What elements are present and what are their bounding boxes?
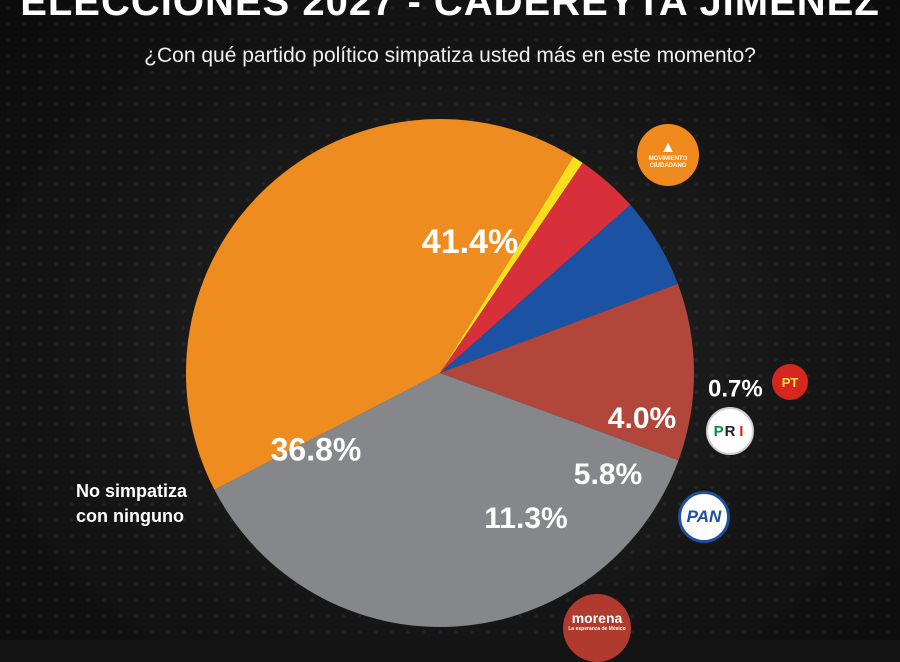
annotation-no-simpatiza-line1: No simpatiza: [76, 481, 188, 501]
data-label-pt: 0.7%: [708, 375, 763, 402]
pie-slice-morena: [440, 283, 694, 461]
eagle-icon: ▲: [660, 139, 676, 156]
pie-slice-movimiento-ciudadano: [186, 119, 574, 490]
data-label-pan: 5.8%: [574, 458, 642, 491]
pt-logo-text: PT: [781, 374, 799, 390]
movimiento-ciudadano-logo: ▲ MOVIMIENTO CIUDADANO: [637, 124, 699, 186]
pri-logo-stripes: P R I: [713, 420, 747, 442]
data-label-pri: 4.0%: [608, 402, 676, 435]
pri-letter-r: R: [724, 422, 736, 440]
pri-letter-p: P: [713, 422, 724, 440]
morena-logo-text: morena: [571, 609, 623, 626]
pan-logo: PAN: [678, 491, 730, 543]
pt-logo: PT: [772, 364, 808, 400]
pie-slice-pri: [440, 162, 631, 373]
pie-slice-no-simpatiza-con-ninguno: [214, 373, 679, 627]
pan-logo-text: PAN: [686, 507, 722, 526]
pie-slice-pt: [440, 156, 583, 373]
morena-logo: morena La esperanza de México: [563, 594, 631, 662]
pri-letter-i: I: [739, 422, 744, 440]
chart-subtitle: ¿Con qué partido político simpatiza uste…: [144, 44, 756, 67]
pie-slice-pan: [440, 204, 678, 373]
chart-title: ELECCIONES 2027 - CADEREYTA JIMENEZ: [20, 0, 880, 24]
annotation-no-simpatiza-line2: con ninguno: [76, 506, 184, 526]
mc-logo-text: MOVIMIENTO CIUDADANO: [648, 156, 688, 169]
pri-logo: P R I: [706, 407, 754, 455]
data-label-morena: 11.3%: [484, 502, 567, 535]
data-label-movimiento-ciudadano: 41.4%: [422, 223, 518, 261]
pie-chart: 41.4% 0.7% 4.0% 5.8%11.3% 36.8% No simpatiza…: [76, 119, 763, 627]
data-label-no-simpatiza-con-ninguno: 36.8%: [271, 431, 362, 467]
morena-logo-tagline: La esperanza de México: [568, 625, 626, 632]
